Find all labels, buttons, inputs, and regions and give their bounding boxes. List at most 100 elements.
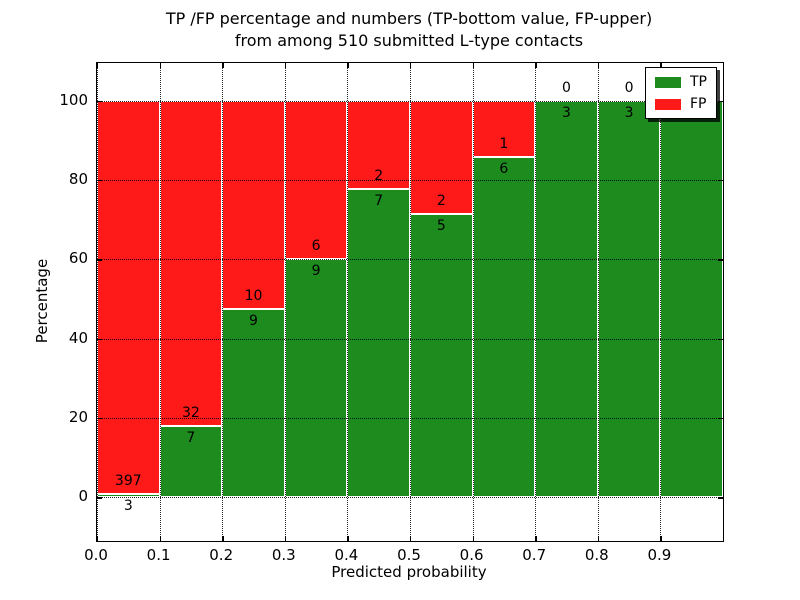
bar-fp-segment [97,100,160,495]
y-tickmark-left [97,497,102,499]
x-tickmark-top [97,63,99,68]
x-tickmark-bottom [535,536,537,541]
bar-fp-count: 2 [374,167,384,184]
y-tick-label: 0 [78,487,88,506]
bar-tp-segment [410,214,473,498]
legend-item-fp: FP [655,97,707,111]
x-tick-label: 0.2 [209,546,234,564]
x-tick-label: 0.6 [459,546,484,564]
x-tickmark-bottom [410,536,412,541]
x-tick-label: 0.4 [334,546,359,564]
x-tickmark-top [535,63,537,68]
y-tickmark-right [718,180,723,182]
x-tickmark-top [410,63,412,68]
x-tickmark-top [347,63,349,68]
x-gridline [660,63,662,541]
bar-fp-count: 0 [624,79,634,96]
y-tick-label: 40 [68,328,88,347]
tp-color-patch [655,76,681,88]
x-tick-label: 0.1 [146,546,171,564]
chart-title: TP /FP percentage and numbers (TP-bottom… [96,8,722,52]
y-tickmark-right [718,497,723,499]
bar-tp-count: 3 [624,104,634,121]
x-tickmark-top [660,63,662,68]
x-tick-label: 0.7 [522,546,547,564]
bar-tp-segment [597,100,661,498]
bar-tp-count: 3 [123,498,133,515]
legend-label: TP [690,74,707,90]
x-gridline [410,63,411,541]
x-tick-label: 0.0 [84,546,108,564]
x-axis-label: Predicted probability [331,563,487,581]
x-tick-label: 0.3 [271,546,296,564]
y-tickmark-left [97,418,102,420]
x-tickmark-top [472,63,474,68]
y-tick-label: 100 [59,90,88,109]
x-gridline [597,63,599,541]
x-tickmark-top [159,63,161,68]
x-tickmark-bottom [660,536,662,541]
bar-tp-segment [284,259,348,498]
y-tickmark-right [718,338,723,341]
bar-tp-count: 9 [249,313,258,330]
bar-fp-count: 2 [436,193,446,210]
bar-fp-count: 6 [311,238,321,255]
x-tickmark-bottom [159,536,161,541]
bar-tp-segment [159,426,223,498]
x-gridline [159,63,161,541]
bar-fp-count: 1 [499,136,509,153]
bar-tp-count: 7 [186,430,196,447]
y-tick-label: 60 [68,249,88,268]
bar-tp-count: 7 [374,192,384,209]
x-tickmark-top [222,63,224,68]
x-gridline [535,63,537,541]
bar-tp-segment [660,100,723,498]
bar-tp-segment [222,309,285,498]
x-gridline [222,63,224,541]
y-tickmark-left [97,180,102,182]
x-gridline [97,63,98,541]
x-tickmark-bottom [97,536,99,541]
x-tickmark-bottom [472,536,474,541]
legend: TP FP [645,67,717,119]
bar-fp-count: 10 [244,288,263,305]
bar-fp-segment [222,100,285,310]
y-tickmark-left [97,100,102,103]
bar-fp-segment [410,100,473,214]
plot-area: 397332710969272516030308 [96,62,724,542]
x-tickmark-bottom [597,536,600,541]
x-tickmark-bottom [347,536,349,541]
bar-tp-count: 3 [562,104,571,121]
bar-tp-segment [347,188,410,498]
bar-tp-segment [472,157,536,498]
bar-fp-count: 32 [181,405,200,422]
bar-tp-count: 5 [436,218,446,235]
bar-tp-segment [535,100,598,498]
bar-fp-segment [159,100,223,427]
y-tickmark-right [718,418,723,420]
x-gridline [472,63,474,541]
y-tickmark-right [718,259,723,261]
bar-fp-count: 0 [562,79,571,96]
y-tickmark-left [97,338,102,341]
x-tick-label: 0.5 [397,546,421,564]
x-tickmark-top [597,63,600,68]
x-tickmark-top [284,63,287,68]
x-gridline [347,63,349,541]
bar-tp-count: 9 [311,263,321,280]
y-tickmark-right [718,100,723,103]
chart-title-line2: from among 510 submitted L-type contacts [234,31,584,50]
bar-tp-count: 6 [499,161,509,178]
y-tickmark-left [97,259,102,261]
fp-color-patch [655,98,681,110]
y-tick-label: 80 [68,170,88,189]
chart-title-line1: TP /FP percentage and numbers (TP-bottom… [165,9,653,28]
legend-item-tp: TP [655,75,707,89]
x-tickmark-bottom [222,536,224,541]
x-gridline [284,63,286,541]
x-tick-label: 0.9 [647,546,672,564]
x-tick-label: 0.8 [584,546,609,564]
legend-label: FP [690,96,707,112]
x-tickmark-bottom [284,536,287,541]
